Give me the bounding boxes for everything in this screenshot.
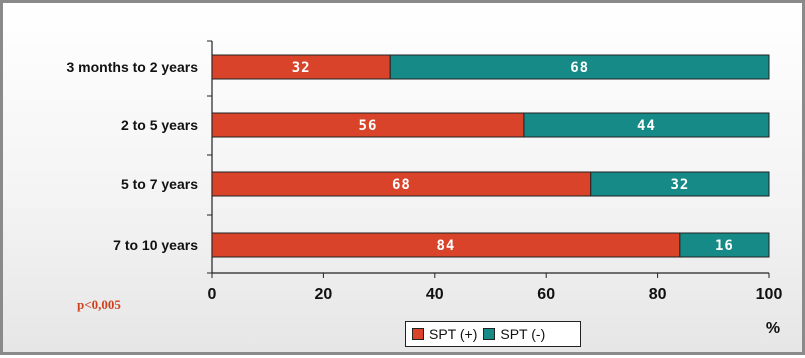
category-label: 5 to 7 years	[121, 176, 198, 192]
category-label: 2 to 5 years	[121, 117, 198, 133]
legend-item: SPT (-)	[483, 326, 545, 342]
bar-spt-negative	[590, 171, 770, 197]
x-tick-label: 60	[537, 286, 555, 303]
bar-value-label: 68	[392, 177, 411, 193]
bar-value-label: 44	[637, 118, 656, 134]
legend-swatch	[412, 328, 424, 340]
category-label: 7 to 10 years	[113, 237, 198, 253]
bar-value-label: 56	[359, 118, 378, 134]
bar-value-label: 68	[570, 60, 589, 76]
legend-label: SPT (-)	[500, 326, 546, 342]
x-axis-unit-label: %	[766, 320, 780, 337]
x-tick-label: 40	[426, 286, 444, 303]
legend-label: SPT (+)	[429, 326, 478, 342]
bar-chart: 0 20 40 60 80 100 3 months to 2 years 32 68 2 to …	[67, 40, 783, 337]
bar-value-label: 32	[670, 177, 689, 193]
bar-value-label: 32	[292, 60, 311, 76]
x-tick-label: 0	[208, 286, 217, 303]
x-tick-label: 100	[756, 286, 783, 303]
x-tick-label: 20	[315, 286, 333, 303]
bar-spt-negative	[523, 112, 770, 138]
bar-spt-positive	[211, 171, 592, 197]
chart-legend: SPT (+) SPT (-)	[405, 321, 581, 347]
legend-item: SPT (+)	[412, 326, 477, 342]
x-tick-label: 80	[649, 286, 667, 303]
legend-swatch	[483, 328, 496, 340]
bar-spt-negative	[679, 232, 770, 258]
bar-spt-positive	[211, 232, 681, 258]
p-value-annotation: p<0,005	[77, 297, 121, 312]
bar-spt-positive	[211, 112, 525, 138]
bar-value-label: 16	[715, 238, 734, 254]
category-label: 3 months to 2 years	[67, 59, 199, 75]
bar-value-label: 84	[437, 238, 456, 254]
bar-spt-negative	[389, 54, 770, 80]
